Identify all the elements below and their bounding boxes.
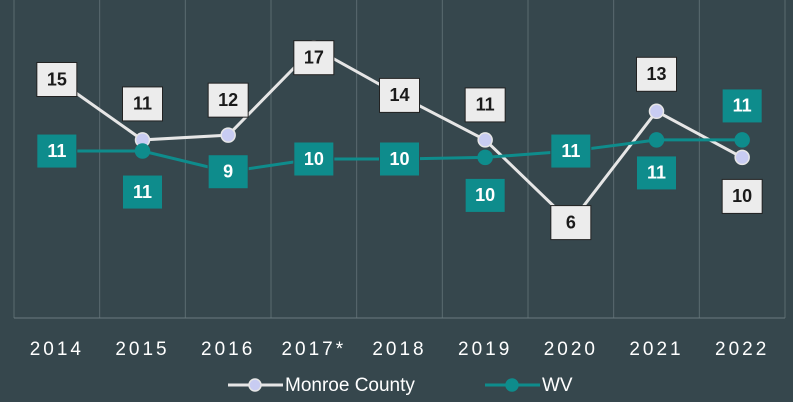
data-label: 10 xyxy=(389,149,409,169)
x-tick-label: 2021 xyxy=(629,339,683,360)
data-label: 10 xyxy=(475,185,495,205)
data-label-box xyxy=(293,141,335,177)
data-label-box xyxy=(721,88,763,124)
marker xyxy=(648,103,665,120)
data-label: 10 xyxy=(732,186,752,206)
x-tick-label: 2018 xyxy=(372,339,426,360)
data-label-box xyxy=(464,177,506,213)
data-label-box xyxy=(379,141,420,177)
marker xyxy=(220,127,236,143)
x-tick-label: 2022 xyxy=(715,339,769,360)
legend-marker xyxy=(505,378,519,392)
data-label: 10 xyxy=(304,149,324,169)
data-label-box xyxy=(122,86,163,122)
data-label: 9 xyxy=(223,161,233,181)
legend-label: WV xyxy=(542,375,573,396)
data-label: 11 xyxy=(47,141,66,161)
marker xyxy=(734,132,750,148)
data-label: 11 xyxy=(476,95,495,115)
data-label-box xyxy=(721,178,763,214)
data-label-box xyxy=(636,56,677,92)
data-label: 11 xyxy=(561,141,580,161)
data-label: 11 xyxy=(133,94,152,114)
marker xyxy=(648,132,665,148)
data-label: 12 xyxy=(218,90,238,110)
x-tick-label: 2019 xyxy=(458,339,512,360)
data-label: 11 xyxy=(647,163,666,183)
data-label-box xyxy=(379,77,420,113)
data-label: 14 xyxy=(389,85,409,105)
x-tick-label: 2020 xyxy=(544,339,598,360)
x-tick-label: 2017* xyxy=(281,339,346,360)
marker xyxy=(477,132,493,148)
legend-label: Monroe County xyxy=(285,375,415,396)
data-label: 13 xyxy=(646,64,666,84)
marker xyxy=(134,143,151,159)
x-tick-label: 2016 xyxy=(201,339,255,360)
data-label-box xyxy=(207,82,249,118)
data-label: 11 xyxy=(733,96,752,116)
data-label-box xyxy=(636,155,677,191)
data-label: 17 xyxy=(304,47,324,67)
data-label: 6 xyxy=(566,212,576,232)
marker xyxy=(477,149,493,166)
legend-marker xyxy=(248,378,262,392)
data-label-box xyxy=(122,174,163,210)
data-label-box xyxy=(36,62,78,97)
data-label-box xyxy=(550,205,592,241)
data-label-box xyxy=(550,133,592,169)
x-tick-label: 2014 xyxy=(30,339,84,360)
x-tick-label: 2015 xyxy=(115,339,169,360)
data-label-box xyxy=(293,40,335,76)
data-label: 11 xyxy=(133,182,152,202)
data-label-box xyxy=(36,133,78,169)
marker xyxy=(734,149,750,166)
data-label-box xyxy=(207,154,249,190)
data-label: 15 xyxy=(47,69,67,89)
data-label-box xyxy=(464,87,506,123)
